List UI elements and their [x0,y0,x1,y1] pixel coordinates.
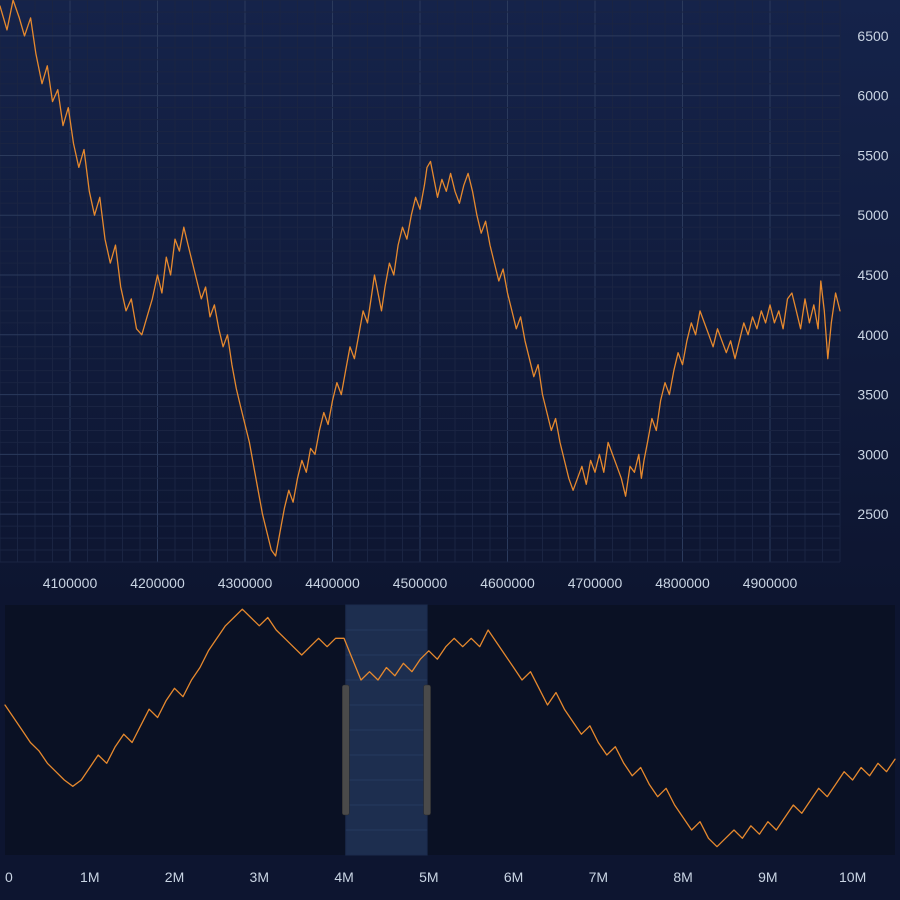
y-tick-label: 3000 [857,446,888,462]
main-chart[interactable]: 2500 3000 3500 4000 4500 5000 5500 6000 6500 4100… [0,0,900,600]
y-tick-label: 5000 [857,207,888,223]
overview-x-tick-label: 6M [504,869,523,885]
y-tick-label: 6500 [857,28,888,44]
x-tick-label: 4300000 [218,575,273,591]
x-tick-label: 4200000 [130,575,185,591]
x-tick-label: 4800000 [655,575,710,591]
y-tick-label: 6000 [857,88,888,104]
navigator-handle-left[interactable] [342,685,349,815]
x-tick-label: 4100000 [43,575,98,591]
overview-x-tick-label: 5M [419,869,438,885]
overview-x-tick-label: 1M [80,869,99,885]
overview-x-tick-label: 4M [334,869,353,885]
x-tick-label: 4600000 [480,575,535,591]
overview-x-tick-label: 0 [5,869,13,885]
y-tick-label: 4000 [857,327,888,343]
x-tick-label: 4500000 [393,575,448,591]
y-tick-label: 4500 [857,267,888,283]
overview-x-tick-label: 7M [589,869,608,885]
overview-x-tick-label: 3M [250,869,269,885]
overview-navigator[interactable]: 0 1M 2M 3M 4M 5M 6M 7M 8M 9M 10M [0,600,900,900]
x-tick-label: 4700000 [568,575,623,591]
overview-x-tick-label: 8M [673,869,692,885]
y-tick-label: 2500 [857,506,888,522]
chart-root: 2500 3000 3500 4000 4500 5000 5500 6000 6500 4100… [0,0,900,900]
navigator-handle-right[interactable] [424,685,431,815]
y-tick-label: 3500 [857,387,888,403]
overview-x-tick-label: 9M [758,869,777,885]
overview-x-tick-label: 10M [839,869,866,885]
y-tick-label: 5500 [857,147,888,163]
x-tick-label: 4400000 [305,575,360,591]
overview-x-tick-label: 2M [165,869,184,885]
x-tick-label: 4900000 [743,575,798,591]
